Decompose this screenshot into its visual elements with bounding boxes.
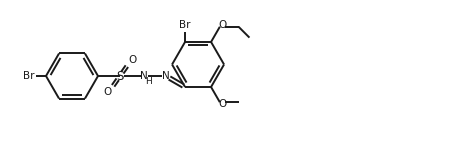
Text: O: O [219, 20, 227, 30]
Text: H: H [146, 76, 153, 85]
Text: O: O [104, 87, 112, 97]
Text: O: O [219, 99, 227, 109]
Text: Br: Br [179, 20, 191, 30]
Text: Br: Br [22, 71, 34, 81]
Text: O: O [128, 55, 136, 65]
Text: N: N [140, 71, 148, 81]
Text: S: S [117, 69, 124, 83]
Text: N: N [162, 71, 170, 81]
